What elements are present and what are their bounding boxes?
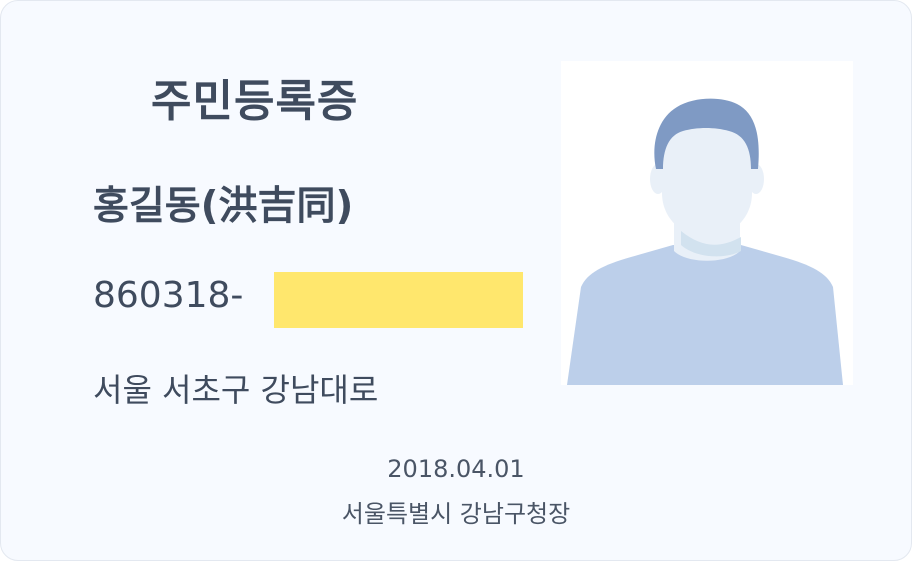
issue-date: 2018.04.01 (387, 455, 525, 483)
card-title: 주민등록증 (151, 76, 359, 127)
registration-number-front: 860318- (93, 275, 244, 316)
person-silhouette-icon (561, 61, 853, 385)
issuing-authority: 서울특별시 강남구청장 (341, 500, 571, 528)
holder-name: 홍길동(洪吉同) (93, 184, 354, 229)
holder-photo (561, 61, 853, 385)
holder-address: 서울 서초구 강남대로 (93, 371, 379, 409)
registration-number-redaction (274, 272, 523, 328)
